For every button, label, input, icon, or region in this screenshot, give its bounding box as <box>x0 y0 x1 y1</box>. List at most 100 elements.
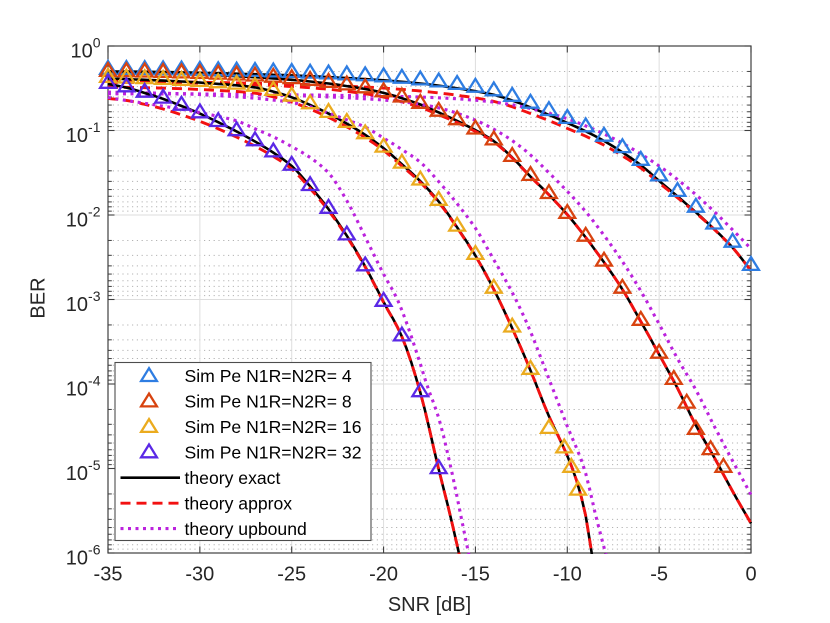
sim-marker-n32 <box>373 290 394 307</box>
curve-upbound-n16 <box>107 90 608 554</box>
sim-marker-n4 <box>153 59 174 76</box>
sim-marker-n8 <box>318 71 339 88</box>
sim-marker-n4 <box>134 59 155 76</box>
sim-marker-n4 <box>741 254 761 272</box>
sim-marker-n8 <box>713 456 734 473</box>
legend-marker <box>139 366 159 383</box>
sim-marker-n4 <box>612 137 633 154</box>
sim-marker-n4 <box>557 107 578 125</box>
sim-marker-n8 <box>116 61 137 78</box>
sim-marker-n32 <box>153 87 174 104</box>
tick-labels: -35 -30 -25 -20 -15 -10 -5 0 100 10-1 10-2 10-3 10-4… <box>66 35 757 586</box>
legend-item-n16: Sim Pe N1R=N2R= 16 <box>139 416 362 437</box>
sim-marker-n16 <box>465 243 486 261</box>
sim-marker-n16 <box>318 101 339 119</box>
sim-marker-n16 <box>520 358 541 375</box>
sim-marker-n32 <box>300 175 321 192</box>
y-tick-label: 10-3 <box>66 288 101 316</box>
y-tick-label: 10-6 <box>66 542 101 570</box>
sim-marker-n4 <box>428 71 449 88</box>
sim-marker-n32 <box>171 94 192 111</box>
y-tick-label: 10-1 <box>66 119 101 147</box>
sim-marker-n32 <box>189 102 210 119</box>
x-tick-label: -20 <box>369 564 398 586</box>
sim-marker-n8 <box>649 342 670 359</box>
legend-marker <box>139 391 159 408</box>
sim-marker-n16 <box>263 79 284 97</box>
x-tick-label: -15 <box>461 564 490 586</box>
sim-marker-n16 <box>447 215 468 232</box>
sim-marker-n4 <box>502 85 523 102</box>
sim-marker-n32 <box>134 81 155 98</box>
legend-label: Sim Pe N1R=N2R= 8 <box>185 392 352 412</box>
x-tick-label: -30 <box>185 564 214 586</box>
sim-marker-n4 <box>538 100 559 117</box>
x-tick-label: -35 <box>94 564 123 586</box>
legend-marker <box>139 416 159 434</box>
sim-marker-n4 <box>575 116 596 133</box>
sim-marker-n4 <box>722 231 743 248</box>
x-tick-label: -25 <box>277 564 306 586</box>
sim-marker-n4 <box>391 67 412 84</box>
x-tick-label: -5 <box>650 564 668 586</box>
sim-marker-n16 <box>502 316 523 333</box>
legend-item-exact: theory exact <box>120 468 281 488</box>
sim-marker-n16 <box>428 189 449 206</box>
sim-marker-n4 <box>410 69 431 86</box>
sim-marker-n8 <box>355 77 376 94</box>
sim-marker-n8 <box>208 63 229 80</box>
sim-marker-n16 <box>391 152 412 169</box>
y-tick-label: 100 <box>70 35 100 63</box>
sim-marker-n4 <box>483 80 504 97</box>
sim-marker-n4 <box>685 196 706 213</box>
sim-marker-n16 <box>568 479 589 496</box>
legend-label: theory exact <box>185 468 281 488</box>
sim-marker-n16 <box>336 111 357 129</box>
sim-marker-n32 <box>355 255 376 272</box>
sim-marker-n4 <box>649 165 670 182</box>
y-tick-label: 10-2 <box>66 204 101 232</box>
legend-item-n4: Sim Pe N1R=N2R= 4 <box>139 366 352 386</box>
sim-marker-n4 <box>630 149 651 166</box>
sim-marker-n32 <box>226 120 247 137</box>
sim-marker-n4 <box>594 125 614 142</box>
sim-marker-n32 <box>116 76 137 93</box>
sim-marker-n16 <box>171 69 192 86</box>
y-tick-label: 10-5 <box>66 457 101 485</box>
sim-marker-n32 <box>336 224 357 241</box>
sim-marker-n8 <box>428 100 449 117</box>
sim-marker-n16 <box>245 75 265 92</box>
sim-marker-n16 <box>98 66 118 83</box>
sim-marker-n16 <box>561 456 582 473</box>
sim-marker-n8 <box>134 61 155 78</box>
sim-marker-n16 <box>226 73 247 90</box>
sim-marker-n8 <box>502 145 523 163</box>
sim-marker-n4 <box>667 180 688 198</box>
curve-approx-n32 <box>107 96 461 554</box>
sim-marker-n4 <box>171 59 192 76</box>
sim-marker-n8 <box>410 92 431 109</box>
legend-marker <box>139 442 159 459</box>
sim-marker-n8 <box>676 392 697 409</box>
sim-marker-n16 <box>355 123 376 140</box>
legend-label: Sim Pe N1R=N2R= 32 <box>185 443 362 463</box>
sim-marker-n8 <box>336 74 357 91</box>
y-axis-label: BER <box>28 277 50 318</box>
curve-approx-n4 <box>108 80 752 272</box>
sim-marker-n4 <box>318 63 339 80</box>
y-tick-label: 10-4 <box>66 373 101 401</box>
sim-marker-n4 <box>465 76 486 93</box>
sim-marker-n8 <box>630 309 651 326</box>
curve-approx-n8 <box>108 80 752 525</box>
sim-marker-n16 <box>153 68 174 86</box>
sim-marker-n32 <box>410 381 431 398</box>
sim-marker-n8 <box>281 68 302 85</box>
sim-marker-n16 <box>116 67 137 84</box>
legend: Sim Pe N1R=N2R= 4 Sim Pe N1R=N2R= 8 Sim Pe… <box>114 361 372 542</box>
sim-marker-n32 <box>281 154 302 171</box>
sim-marker-n8 <box>575 225 596 242</box>
x-tick-label: -10 <box>553 564 582 586</box>
series-markers-layer <box>98 58 761 496</box>
sim-marker-n32 <box>245 130 265 147</box>
